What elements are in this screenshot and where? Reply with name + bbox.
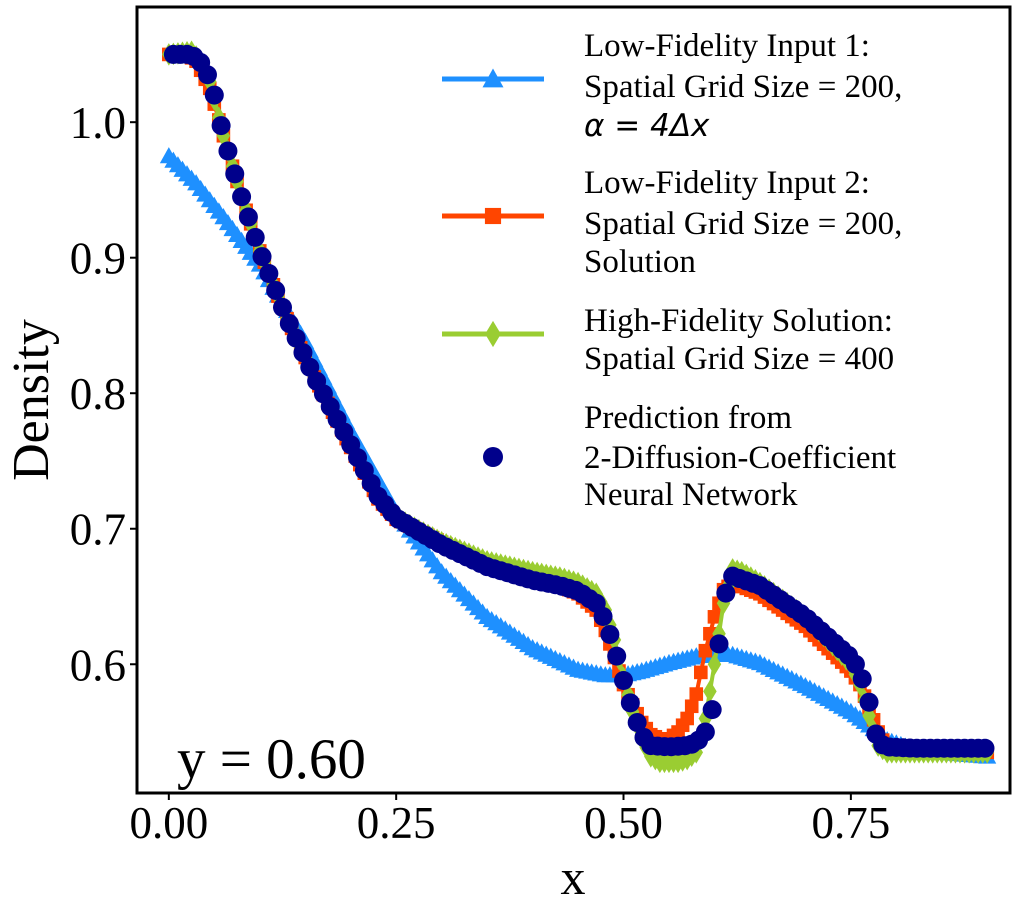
- data-point: [204, 85, 224, 105]
- y-tick-label: 0.6: [70, 640, 126, 690]
- data-point: [218, 141, 238, 161]
- data-point: [211, 116, 231, 136]
- legend-marker: [484, 207, 502, 225]
- x-axis-label: x: [561, 849, 586, 905]
- y-tick-label: 0.8: [70, 369, 126, 419]
- legend-label: Spatial Grid Size = 200,: [584, 206, 902, 242]
- data-point: [698, 643, 713, 658]
- data-point: [975, 738, 995, 758]
- data-point: [197, 65, 217, 85]
- y-tick-label: 0.9: [70, 234, 126, 284]
- x-tick-label: 0.50: [584, 798, 663, 848]
- data-point: [694, 665, 708, 680]
- legend-label: Low-Fidelity Input 2:: [584, 165, 870, 201]
- y-tick-label: 1.0: [70, 98, 126, 148]
- data-point: [252, 247, 272, 267]
- legend-label: Low-Fidelity Input 1:: [584, 28, 870, 64]
- data-point: [600, 624, 620, 644]
- x-tick-label: 0.25: [357, 798, 436, 848]
- data-point: [293, 343, 313, 363]
- y-axis-label: Density: [3, 319, 60, 481]
- data-point: [680, 711, 694, 726]
- y-tick-label: 0.7: [70, 505, 126, 555]
- legend-label: Spatial Grid Size = 200,: [584, 69, 902, 105]
- data-point: [684, 699, 699, 714]
- data-point: [259, 264, 279, 284]
- data-point: [852, 669, 872, 689]
- data-point: [620, 693, 640, 713]
- data-point: [702, 700, 722, 720]
- x-axis-ticks: 0.00 0.25 0.50 0.75: [129, 793, 890, 848]
- series-layer: [159, 40, 997, 774]
- data-point: [238, 207, 258, 227]
- data-point: [707, 653, 722, 676]
- data-point: [279, 314, 299, 334]
- data-point: [859, 692, 879, 712]
- legend-label: Neural Network: [584, 477, 798, 513]
- subplot-annotation: y = 0.60: [177, 728, 366, 791]
- data-point: [689, 687, 704, 701]
- data-point: [232, 187, 252, 207]
- plot-frame: [135, 5, 1012, 795]
- data-point: [593, 606, 613, 626]
- legend-entry-lf1: Low-Fidelity Input 1: Spatial Grid Size =…: [442, 28, 902, 144]
- y-axis-ticks: 0.6 0.7 0.8 0.9 1.0: [70, 98, 137, 690]
- legend-entry-nn: Prediction from 2-Diffusion-CoefficientNe…: [483, 400, 896, 513]
- legend-marker: [483, 447, 503, 467]
- legend-label: Solution: [584, 244, 696, 280]
- data-point: [286, 328, 306, 348]
- legend-label: 2-Diffusion-Coefficient: [584, 440, 896, 476]
- data-point: [273, 297, 292, 317]
- legend-label-math: α = 4Δx: [584, 108, 710, 144]
- legend-marker: [482, 68, 504, 88]
- data-point: [703, 680, 717, 703]
- legend: Low-Fidelity Input 1: Spatial Grid Size =…: [442, 28, 902, 513]
- x-tick-label: 0.00: [129, 798, 208, 848]
- data-point: [709, 634, 729, 654]
- data-point: [607, 646, 627, 666]
- legend-label: Prediction from: [584, 400, 792, 436]
- legend-entry-lf2: Low-Fidelity Input 2: Spatial Grid Size =…: [442, 165, 902, 280]
- x-tick-label: 0.75: [811, 798, 890, 848]
- legend-label: Spatial Grid Size = 400: [584, 341, 894, 377]
- data-point: [627, 713, 647, 733]
- data-point: [266, 280, 286, 300]
- legend-entry-hf: High-Fidelity Solution:Spatial Grid Size…: [442, 303, 894, 377]
- data-point: [845, 654, 865, 674]
- data-point: [707, 610, 722, 624]
- data-point: [245, 227, 265, 247]
- data-point: [225, 164, 245, 184]
- data-point: [614, 671, 634, 691]
- data-point: [716, 583, 736, 603]
- legend-label: High-Fidelity Solution:: [584, 303, 893, 339]
- data-point: [695, 722, 715, 742]
- legend-marker: [485, 320, 501, 348]
- series-nn: [163, 44, 995, 758]
